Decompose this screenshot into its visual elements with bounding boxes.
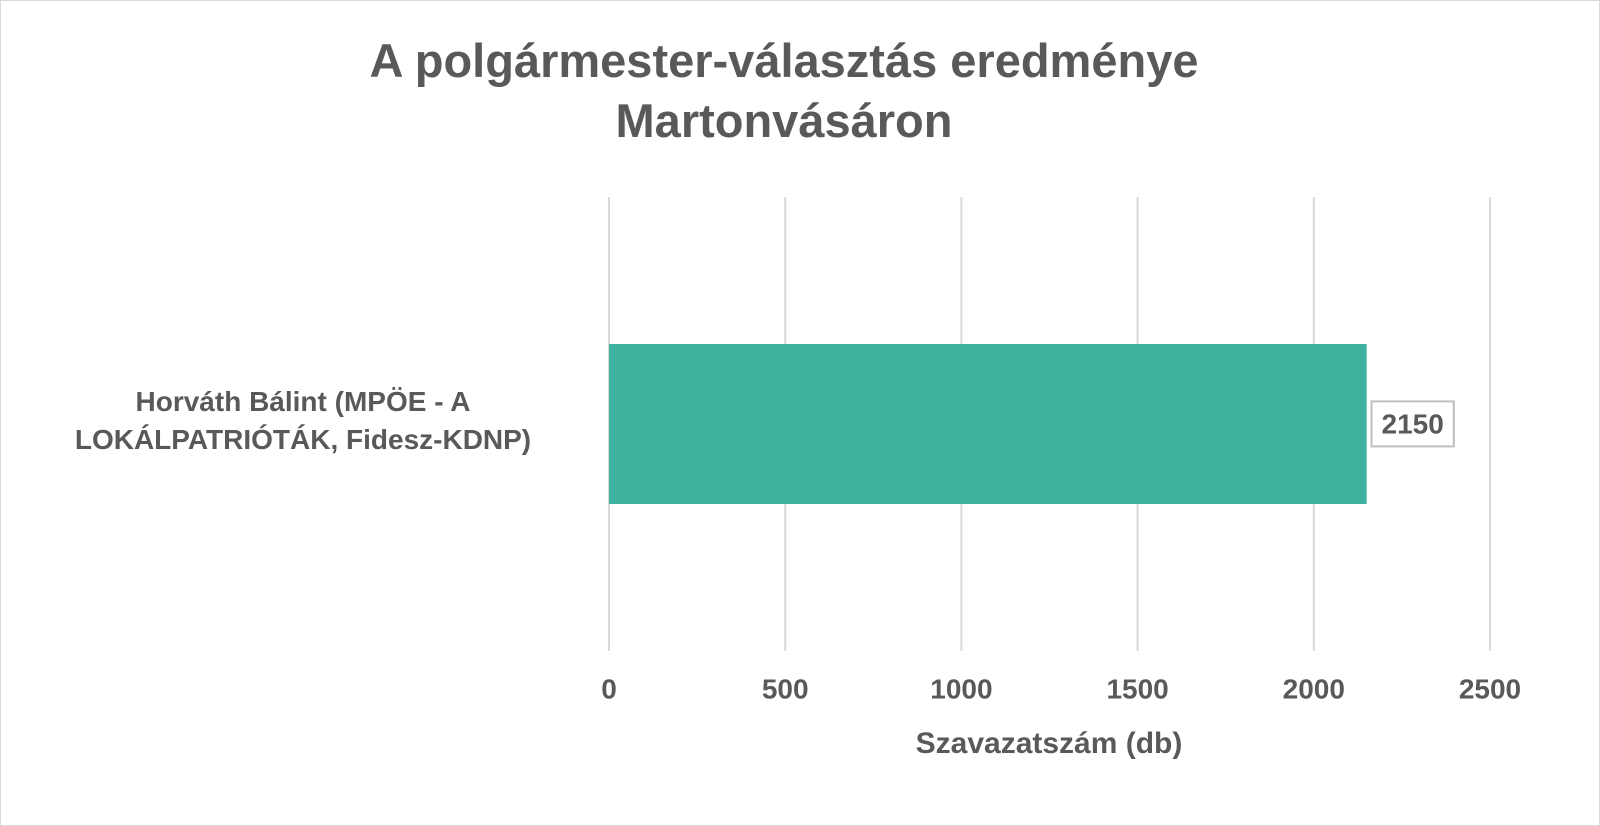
x-tick-label: 500 <box>762 673 809 704</box>
bar <box>609 344 1367 504</box>
data-label: 2150 <box>1382 408 1444 439</box>
chart-title: A polgármester-választás eredménye Marto… <box>369 34 1199 147</box>
x-tick-label: 1000 <box>930 673 992 704</box>
x-axis-title: Szavazatszám (db) <box>916 727 1183 760</box>
x-tick-label: 2500 <box>1459 673 1521 704</box>
y-tick-label: Horváth Bálint (MPÖE - A LOKÁLPATRIÓTÁK,… <box>74 386 532 455</box>
x-tick-label: 1500 <box>1106 673 1168 704</box>
x-tick-label: 2000 <box>1283 673 1345 704</box>
x-tick-label: 0 <box>601 673 617 704</box>
data-label-box <box>1370 400 1455 448</box>
